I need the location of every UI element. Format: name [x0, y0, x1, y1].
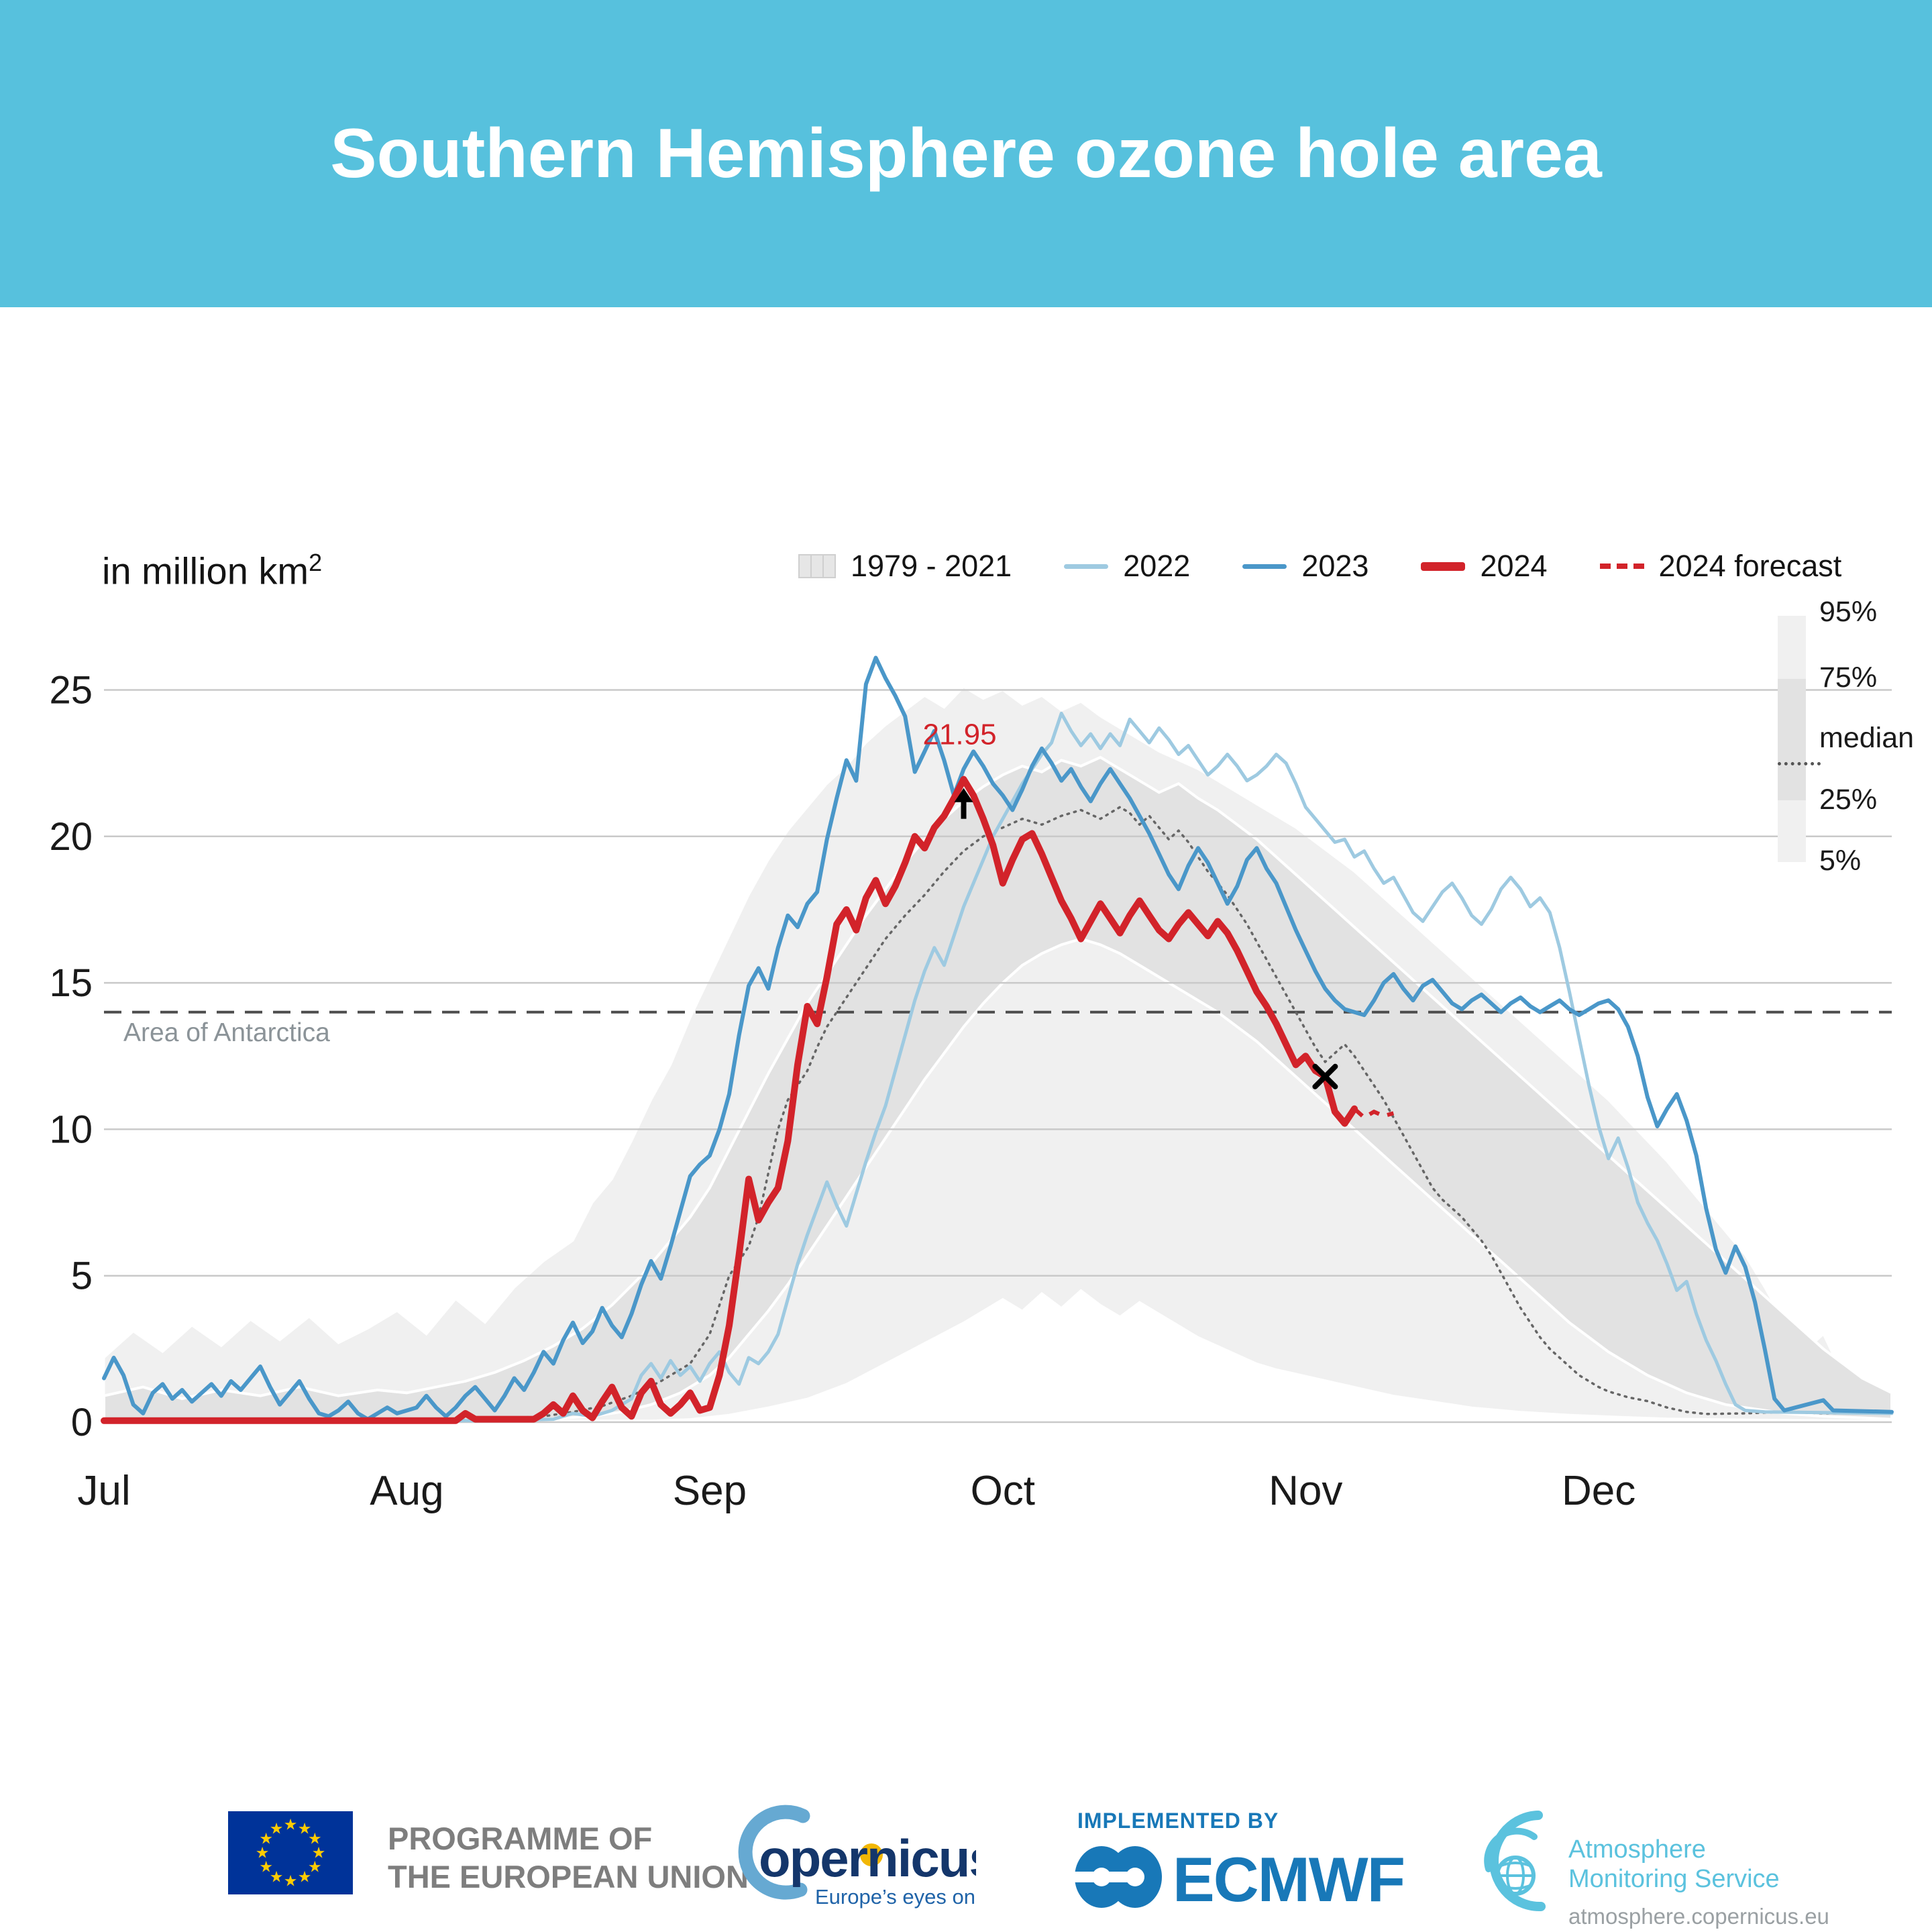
eu-flag-star-icon: ★	[259, 1858, 273, 1876]
peak-annotation-arrowhead-icon	[954, 788, 973, 802]
x-tick-label: Oct	[971, 1468, 1035, 1514]
percentile-label-5: 5%	[1819, 845, 1862, 877]
line-2024-forecast	[1352, 1107, 1395, 1120]
copernicus-logo: opernicus Europe’s eyes on Earth	[738, 1805, 976, 1909]
eu-flag-star-icon: ★	[308, 1858, 322, 1876]
eu-flag-star-icon: ★	[269, 1868, 284, 1886]
x-tick-label: Aug	[370, 1468, 443, 1514]
line-2024	[101, 775, 1358, 1424]
implemented-by-label: IMPLEMENTED BY	[1077, 1809, 1279, 1833]
copernicus-crescent-icon	[738, 1805, 810, 1900]
copernicus-tagline: Europe’s eyes on Earth	[815, 1885, 976, 1909]
x-tick-label: Dec	[1562, 1468, 1635, 1514]
ams-globe-icon	[1484, 1811, 1546, 1912]
page-title: Southern Hemisphere ozone hole area	[330, 114, 1602, 193]
line-median-1979-2021	[103, 806, 1893, 1422]
eu-flag-star-icon: ★	[308, 1829, 322, 1847]
ams-url-label: atmosphere.copernicus.eu	[1568, 1904, 1829, 1929]
y-tick-label: 25	[49, 669, 93, 712]
ecmwf-glyph-icon	[1075, 1846, 1162, 1908]
percentile-label-25: 25%	[1819, 784, 1878, 816]
eu-flag-star-icon: ★	[297, 1868, 312, 1886]
y-tick-label: 15	[49, 961, 93, 1005]
percentile-label-75: 75%	[1819, 661, 1878, 694]
legend-item-2022: 2022	[1064, 549, 1190, 584]
eu-flag-logo: ★ ★ ★ ★ ★ ★ ★ ★ ★ ★ ★ ★	[228, 1811, 353, 1894]
eu-flag-star-icon: ★	[297, 1819, 312, 1837]
copernicus-satellite-dot-icon	[860, 1843, 883, 1866]
forecast-dashed-swatch-icon	[1599, 564, 1644, 569]
eu-programme-label: PROGRAMME OF THE EUROPEAN UNION	[388, 1821, 749, 1894]
percentile-bar-icon	[1778, 616, 1821, 862]
ams-label-line1: Atmosphere	[1568, 1835, 1706, 1864]
y-tick-label: 0	[71, 1401, 93, 1444]
eu-flag-star-icon: ★	[269, 1819, 284, 1837]
ams-label-line2: Monitoring Service	[1568, 1865, 1780, 1893]
line-2024-swatch-icon	[1421, 561, 1466, 571]
legend-item-2024-forecast: 2024 forecast	[1599, 549, 1841, 584]
chart-legend: 1979 - 2021 2022 2023 2024 2024 forecast	[798, 549, 1841, 584]
legend-item-2023: 2023	[1242, 549, 1368, 584]
y-tick-label: 10	[49, 1108, 93, 1151]
band-5-95	[103, 686, 1893, 1422]
x-tick-label: Jul	[77, 1468, 130, 1514]
header-banner: Southern Hemisphere ozone hole area	[0, 0, 1932, 307]
x-tick-label: Sep	[673, 1468, 747, 1514]
line-2023	[102, 655, 1894, 1421]
y-axis-unit-label: in million km2	[102, 549, 323, 592]
eu-flag-star-icon: ★	[311, 1843, 326, 1862]
ozone-area-chart: 0 5 10 15 20 25 21.95 Jul Aug Sep Oct Nov Dec	[49, 655, 1894, 1514]
eu-flag-star-icon: ★	[283, 1815, 298, 1833]
eu-flag-star-icon: ★	[283, 1872, 298, 1890]
legend-item-climatology: 1979 - 2021	[798, 549, 1012, 584]
percentile-label-median: median	[1819, 722, 1915, 754]
antarctica-reference-label: Area of Antarctica	[123, 1018, 330, 1047]
percentile-median-dash-icon	[1778, 762, 1821, 765]
climatology-band-swatch-icon	[798, 554, 836, 578]
y-tick-label: 20	[49, 815, 93, 859]
peak-annotation-label: 21.95	[922, 718, 996, 751]
line-2022	[102, 711, 1894, 1423]
forecast-start-marker-icon	[1312, 1063, 1338, 1089]
percentile-legend: 95% 75% median 25% 5%	[1771, 590, 1932, 885]
legend-item-2024: 2024	[1421, 549, 1548, 584]
line-2023-swatch-icon	[1242, 564, 1287, 569]
unit-superscript: 2	[309, 549, 323, 576]
copernicus-wordmark: opernicus	[759, 1829, 976, 1888]
ecmwf-wordmark: ECMWF	[1173, 1844, 1405, 1915]
line-2022-swatch-icon	[1064, 564, 1109, 569]
y-tick-label: 5	[71, 1254, 93, 1298]
percentile-label-95: 95%	[1819, 596, 1878, 628]
x-tick-label: Nov	[1269, 1468, 1342, 1514]
eu-flag-star-icon: ★	[255, 1843, 270, 1862]
eu-flag-star-icon: ★	[259, 1829, 273, 1847]
